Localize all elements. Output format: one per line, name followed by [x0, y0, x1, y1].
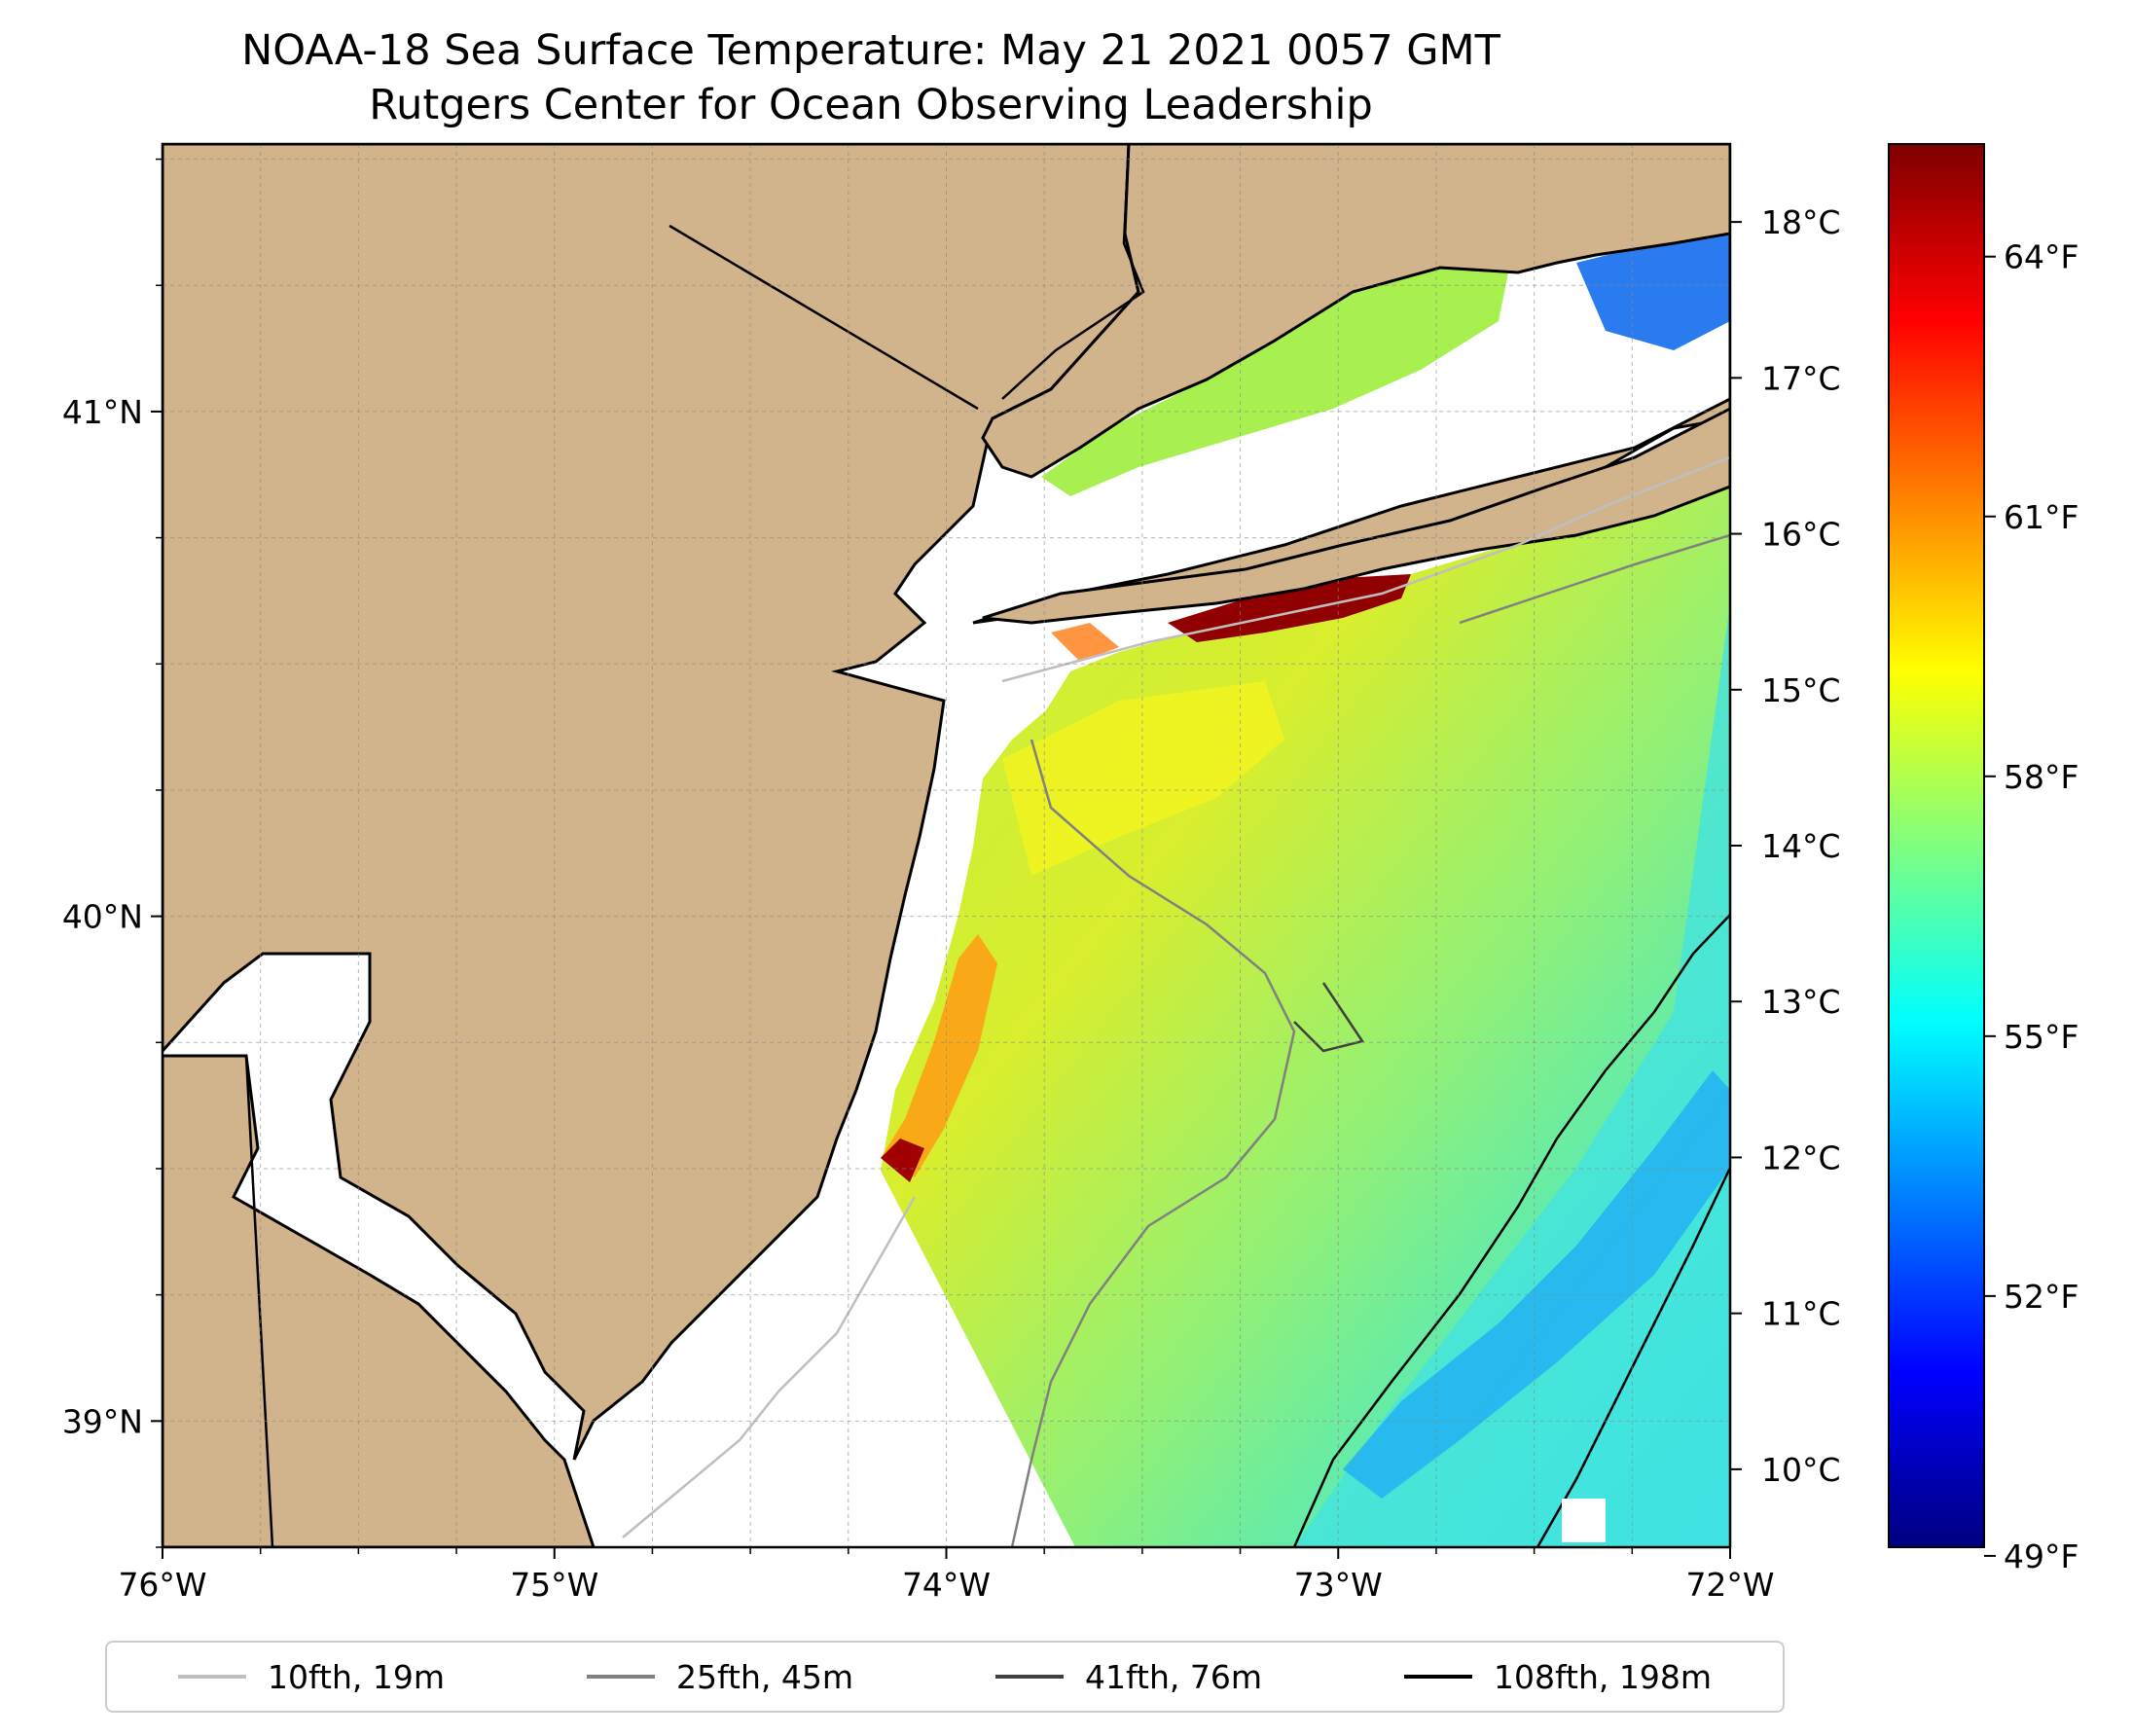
- no-data-patch: [1562, 1499, 1606, 1542]
- contour-25fth: [1010, 739, 1296, 1547]
- lon-tick-label: 74°W: [902, 1566, 991, 1604]
- legend-item: 108fth, 198m: [1404, 1658, 1712, 1696]
- map-plot-area: [163, 144, 1730, 1547]
- sst-blue-patch: [1343, 1070, 1730, 1499]
- legend-label: 25fth, 45m: [676, 1657, 853, 1696]
- lon-tick-label: 72°W: [1685, 1566, 1774, 1604]
- colorbar: [1888, 143, 1985, 1548]
- celsius-tick-label: 10°C: [1761, 1451, 1841, 1489]
- legend-item: 41fth, 76m: [995, 1658, 1262, 1696]
- land-long-island-body: [982, 407, 1730, 625]
- sst-cool-band: [1294, 603, 1730, 1547]
- celsius-tick-label: 14°C: [1761, 827, 1841, 865]
- fahrenheit-tick-label: 61°F: [2004, 498, 2078, 536]
- contour-108fth-outer: [1536, 1167, 1730, 1547]
- fahrenheit-tick-label: 49°F: [2004, 1537, 2078, 1575]
- celsius-tick-label: 17°C: [1761, 359, 1841, 397]
- axes: 76°W 75°W 74°W 73°W 72°W 39°N 40°N 41°N: [62, 158, 1775, 1604]
- celsius-tick-label: 18°C: [1761, 203, 1841, 241]
- land-new-york-ct: [981, 144, 1730, 479]
- sst-li-sound-east: [1576, 234, 1730, 350]
- fahrenheit-tick-label: 64°F: [2004, 238, 2078, 276]
- land-new-jersey-pa: [163, 144, 1140, 1461]
- contour-41fth: [1293, 982, 1365, 1053]
- sst-warm-coastal: [881, 934, 997, 1177]
- legend: 10fth, 19m 25fth, 45m 41fth, 76m 108fth,…: [105, 1641, 1785, 1713]
- lat-tick-label: 39°N: [62, 1402, 143, 1440]
- state-boundary-ny-ct: [1001, 144, 1145, 400]
- contour-25fth-east: [1459, 533, 1730, 625]
- fahrenheit-tick-label: 58°F: [2004, 758, 2078, 796]
- legend-swatch-10fth: [178, 1675, 246, 1679]
- state-boundary-ny-nj: [669, 224, 979, 411]
- fahrenheit-tick-label: 52°F: [2004, 1278, 2078, 1316]
- land-delaware-south: [163, 1054, 596, 1547]
- lon-tick-label: 76°W: [118, 1566, 206, 1604]
- map-title: NOAA-18 Sea Surface Temperature: May 21 …: [0, 23, 1742, 132]
- legend-swatch-25fth: [587, 1675, 655, 1679]
- legend-item: 10fth, 19m: [178, 1658, 445, 1696]
- celsius-tick-label: 13°C: [1761, 983, 1841, 1021]
- contour-10fth-north: [1001, 455, 1730, 683]
- title-line-2: Rutgers Center for Ocean Observing Leade…: [369, 81, 1373, 129]
- sst-li-sound: [1041, 263, 1508, 496]
- lat-tick-label: 41°N: [62, 393, 143, 431]
- contour-10fth: [622, 1196, 917, 1538]
- lat-tick-label: 40°N: [62, 898, 143, 936]
- title-line-1: NOAA-18 Sea Surface Temperature: May 21 …: [241, 26, 1500, 75]
- celsius-tick-label: 12°C: [1761, 1139, 1841, 1176]
- lon-tick-label: 73°W: [1294, 1566, 1383, 1604]
- gridlines: [162, 144, 1731, 1548]
- legend-label: 41fth, 76m: [1085, 1657, 1262, 1696]
- legend-label: 10fth, 19m: [268, 1657, 445, 1696]
- legend-swatch-108fth: [1404, 1675, 1472, 1679]
- legend-label: 108fth, 198m: [1494, 1657, 1712, 1696]
- colorbar-celsius-axis: 10°C 11°C 12°C 13°C 14°C 15°C 16°C 17°C 18°C: [1730, 203, 1841, 1489]
- state-boundary-pa-de: [163, 1054, 274, 1547]
- celsius-tick-label: 15°C: [1761, 671, 1841, 709]
- celsius-tick-label: 11°C: [1761, 1295, 1841, 1333]
- lon-tick-label: 75°W: [510, 1566, 598, 1604]
- sst-hot-spot-south: [881, 1139, 924, 1182]
- sst-orange-nyb: [1051, 623, 1119, 662]
- legend-swatch-41fth: [995, 1675, 1064, 1679]
- colorbar-fahrenheit-axis: 49°F 52°F 55°F 58°F 61°F 64°F: [1984, 238, 2078, 1575]
- fahrenheit-tick-label: 55°F: [2004, 1018, 2078, 1056]
- celsius-tick-label: 16°C: [1761, 516, 1841, 554]
- legend-item: 25fth, 45m: [587, 1658, 853, 1696]
